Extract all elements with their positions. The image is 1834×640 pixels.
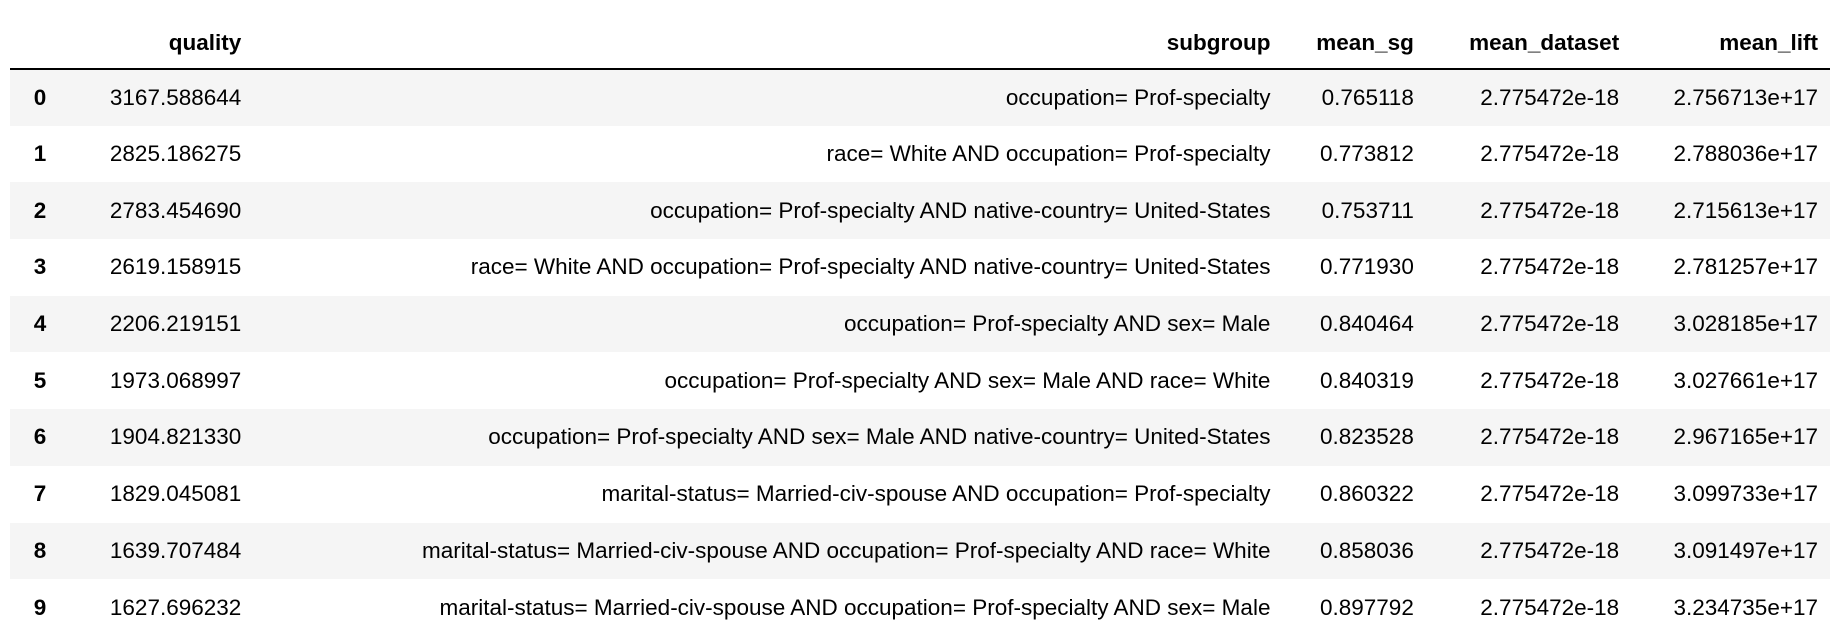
cell-quality: 2783.454690: [109, 197, 242, 223]
cell-mean-dataset: 2.775472e-18: [1480, 424, 1620, 450]
table-row: 2 2783.454690 occupation= Prof-specialty…: [10, 182, 1830, 240]
cell-mean-dataset: 2.775472e-18: [1480, 367, 1620, 393]
column-header-mean-lift: mean_lift: [1631, 18, 1830, 70]
cell-mean-lift: 3.234735e+17: [1673, 594, 1818, 620]
cell-subgroup: occupation= Prof-specialty: [1005, 84, 1271, 110]
table-row: 0 3167.588644 occupation= Prof-specialty…: [10, 69, 1830, 126]
cell-mean-sg: 0.860322: [1319, 481, 1414, 507]
table-row: 8 1639.707484 marital-status= Married-ci…: [10, 522, 1830, 580]
cell-subgroup: marital-status= Married-civ-spouse AND o…: [439, 594, 1271, 620]
cell-mean-sg: 0.823528: [1319, 424, 1414, 450]
row-index: 6: [33, 424, 47, 450]
cell-mean-dataset: 2.775472e-18: [1480, 254, 1620, 280]
cell-mean-sg: 0.858036: [1319, 537, 1414, 563]
cell-quality: 1829.045081: [109, 481, 242, 507]
cell-quality: 1627.696232: [109, 594, 242, 620]
cell-mean-lift: 3.028185e+17: [1673, 311, 1818, 337]
row-index: 2: [33, 197, 47, 223]
cell-mean-sg: 0.773812: [1319, 141, 1414, 167]
cell-quality: 3167.588644: [109, 84, 242, 110]
cell-subgroup: occupation= Prof-specialty AND sex= Male: [843, 311, 1271, 337]
cell-subgroup: race= White AND occupation= Prof-special…: [470, 254, 1271, 280]
cell-mean-sg: 0.753711: [1321, 197, 1414, 223]
table-row: 7 1829.045081 marital-status= Married-ci…: [10, 465, 1830, 523]
cell-mean-sg: 0.765118: [1321, 84, 1414, 110]
table-row: 9 1627.696232 marital-status= Married-ci…: [10, 579, 1830, 636]
cell-mean-dataset: 2.775472e-18: [1480, 197, 1620, 223]
row-index: 4: [33, 311, 47, 337]
cell-subgroup: race= White AND occupation= Prof-special…: [826, 141, 1271, 167]
row-index: 0: [33, 84, 47, 110]
cell-mean-sg: 0.840464: [1319, 311, 1414, 337]
cell-quality: 1904.821330: [109, 424, 242, 450]
cell-mean-dataset: 2.775472e-18: [1480, 84, 1620, 110]
cell-subgroup: marital-status= Married-civ-spouse AND o…: [422, 537, 1271, 563]
column-header-mean-sg: mean_sg: [1282, 18, 1426, 70]
row-index: 5: [33, 367, 47, 393]
cell-subgroup: marital-status= Married-civ-spouse AND o…: [601, 481, 1271, 507]
cell-mean-dataset: 2.775472e-18: [1480, 594, 1620, 620]
cell-mean-lift: 2.788036e+17: [1673, 141, 1818, 167]
table-row: 4 2206.219151 occupation= Prof-specialty…: [10, 295, 1830, 353]
column-header-mean-dataset: mean_dataset: [1425, 18, 1632, 70]
cell-mean-sg: 0.771930: [1319, 254, 1414, 280]
cell-mean-lift: 3.091497e+17: [1673, 537, 1818, 563]
column-header-quality: quality: [70, 18, 254, 70]
cell-mean-lift: 2.715613e+17: [1673, 197, 1818, 223]
cell-mean-lift: 2.781257e+17: [1673, 254, 1818, 280]
table-header: quality subgroup mean_sg mean_dataset me…: [10, 18, 1830, 70]
table-row: 1 2825.186275 race= White AND occupation…: [10, 125, 1830, 183]
cell-quality: 2825.186275: [109, 141, 242, 167]
header-row: quality subgroup mean_sg mean_dataset me…: [10, 18, 1830, 70]
table-body: 0 3167.588644 occupation= Prof-specialty…: [10, 69, 1830, 636]
table-row: 6 1904.821330 occupation= Prof-specialty…: [10, 409, 1830, 466]
cell-subgroup: occupation= Prof-specialty AND sex= Male…: [664, 367, 1271, 393]
row-index: 9: [33, 594, 47, 620]
cell-mean-lift: 3.099733e+17: [1673, 481, 1818, 507]
column-header-subgroup: subgroup: [253, 18, 1283, 70]
cell-quality: 1973.068997: [109, 367, 242, 393]
cell-subgroup: occupation= Prof-specialty AND native-co…: [650, 197, 1271, 223]
dataframe-table: quality subgroup mean_sg mean_dataset me…: [10, 18, 1830, 636]
cell-mean-dataset: 2.775472e-18: [1480, 481, 1620, 507]
cell-quality: 2619.158915: [109, 254, 242, 280]
table-row: 5 1973.068997 occupation= Prof-specialty…: [10, 352, 1830, 410]
cell-quality: 2206.219151: [109, 311, 242, 337]
cell-mean-dataset: 2.775472e-18: [1480, 311, 1620, 337]
table-row: 3 2619.158915 race= White AND occupation…: [10, 239, 1830, 296]
cell-mean-sg: 0.897792: [1319, 594, 1414, 620]
cell-mean-sg: 0.840319: [1319, 367, 1414, 393]
row-index: 7: [33, 481, 47, 507]
cell-mean-lift: 2.967165e+17: [1673, 424, 1818, 450]
index-header: [10, 18, 70, 70]
row-index: 3: [33, 254, 47, 280]
cell-subgroup: occupation= Prof-specialty AND sex= Male…: [488, 424, 1271, 450]
cell-mean-lift: 3.027661e+17: [1673, 367, 1818, 393]
cell-mean-lift: 2.756713e+17: [1673, 84, 1818, 110]
cell-quality: 1639.707484: [109, 537, 242, 563]
cell-mean-dataset: 2.775472e-18: [1480, 537, 1620, 563]
row-index: 8: [33, 537, 47, 563]
row-index: 1: [33, 141, 47, 167]
cell-mean-dataset: 2.775472e-18: [1480, 141, 1620, 167]
